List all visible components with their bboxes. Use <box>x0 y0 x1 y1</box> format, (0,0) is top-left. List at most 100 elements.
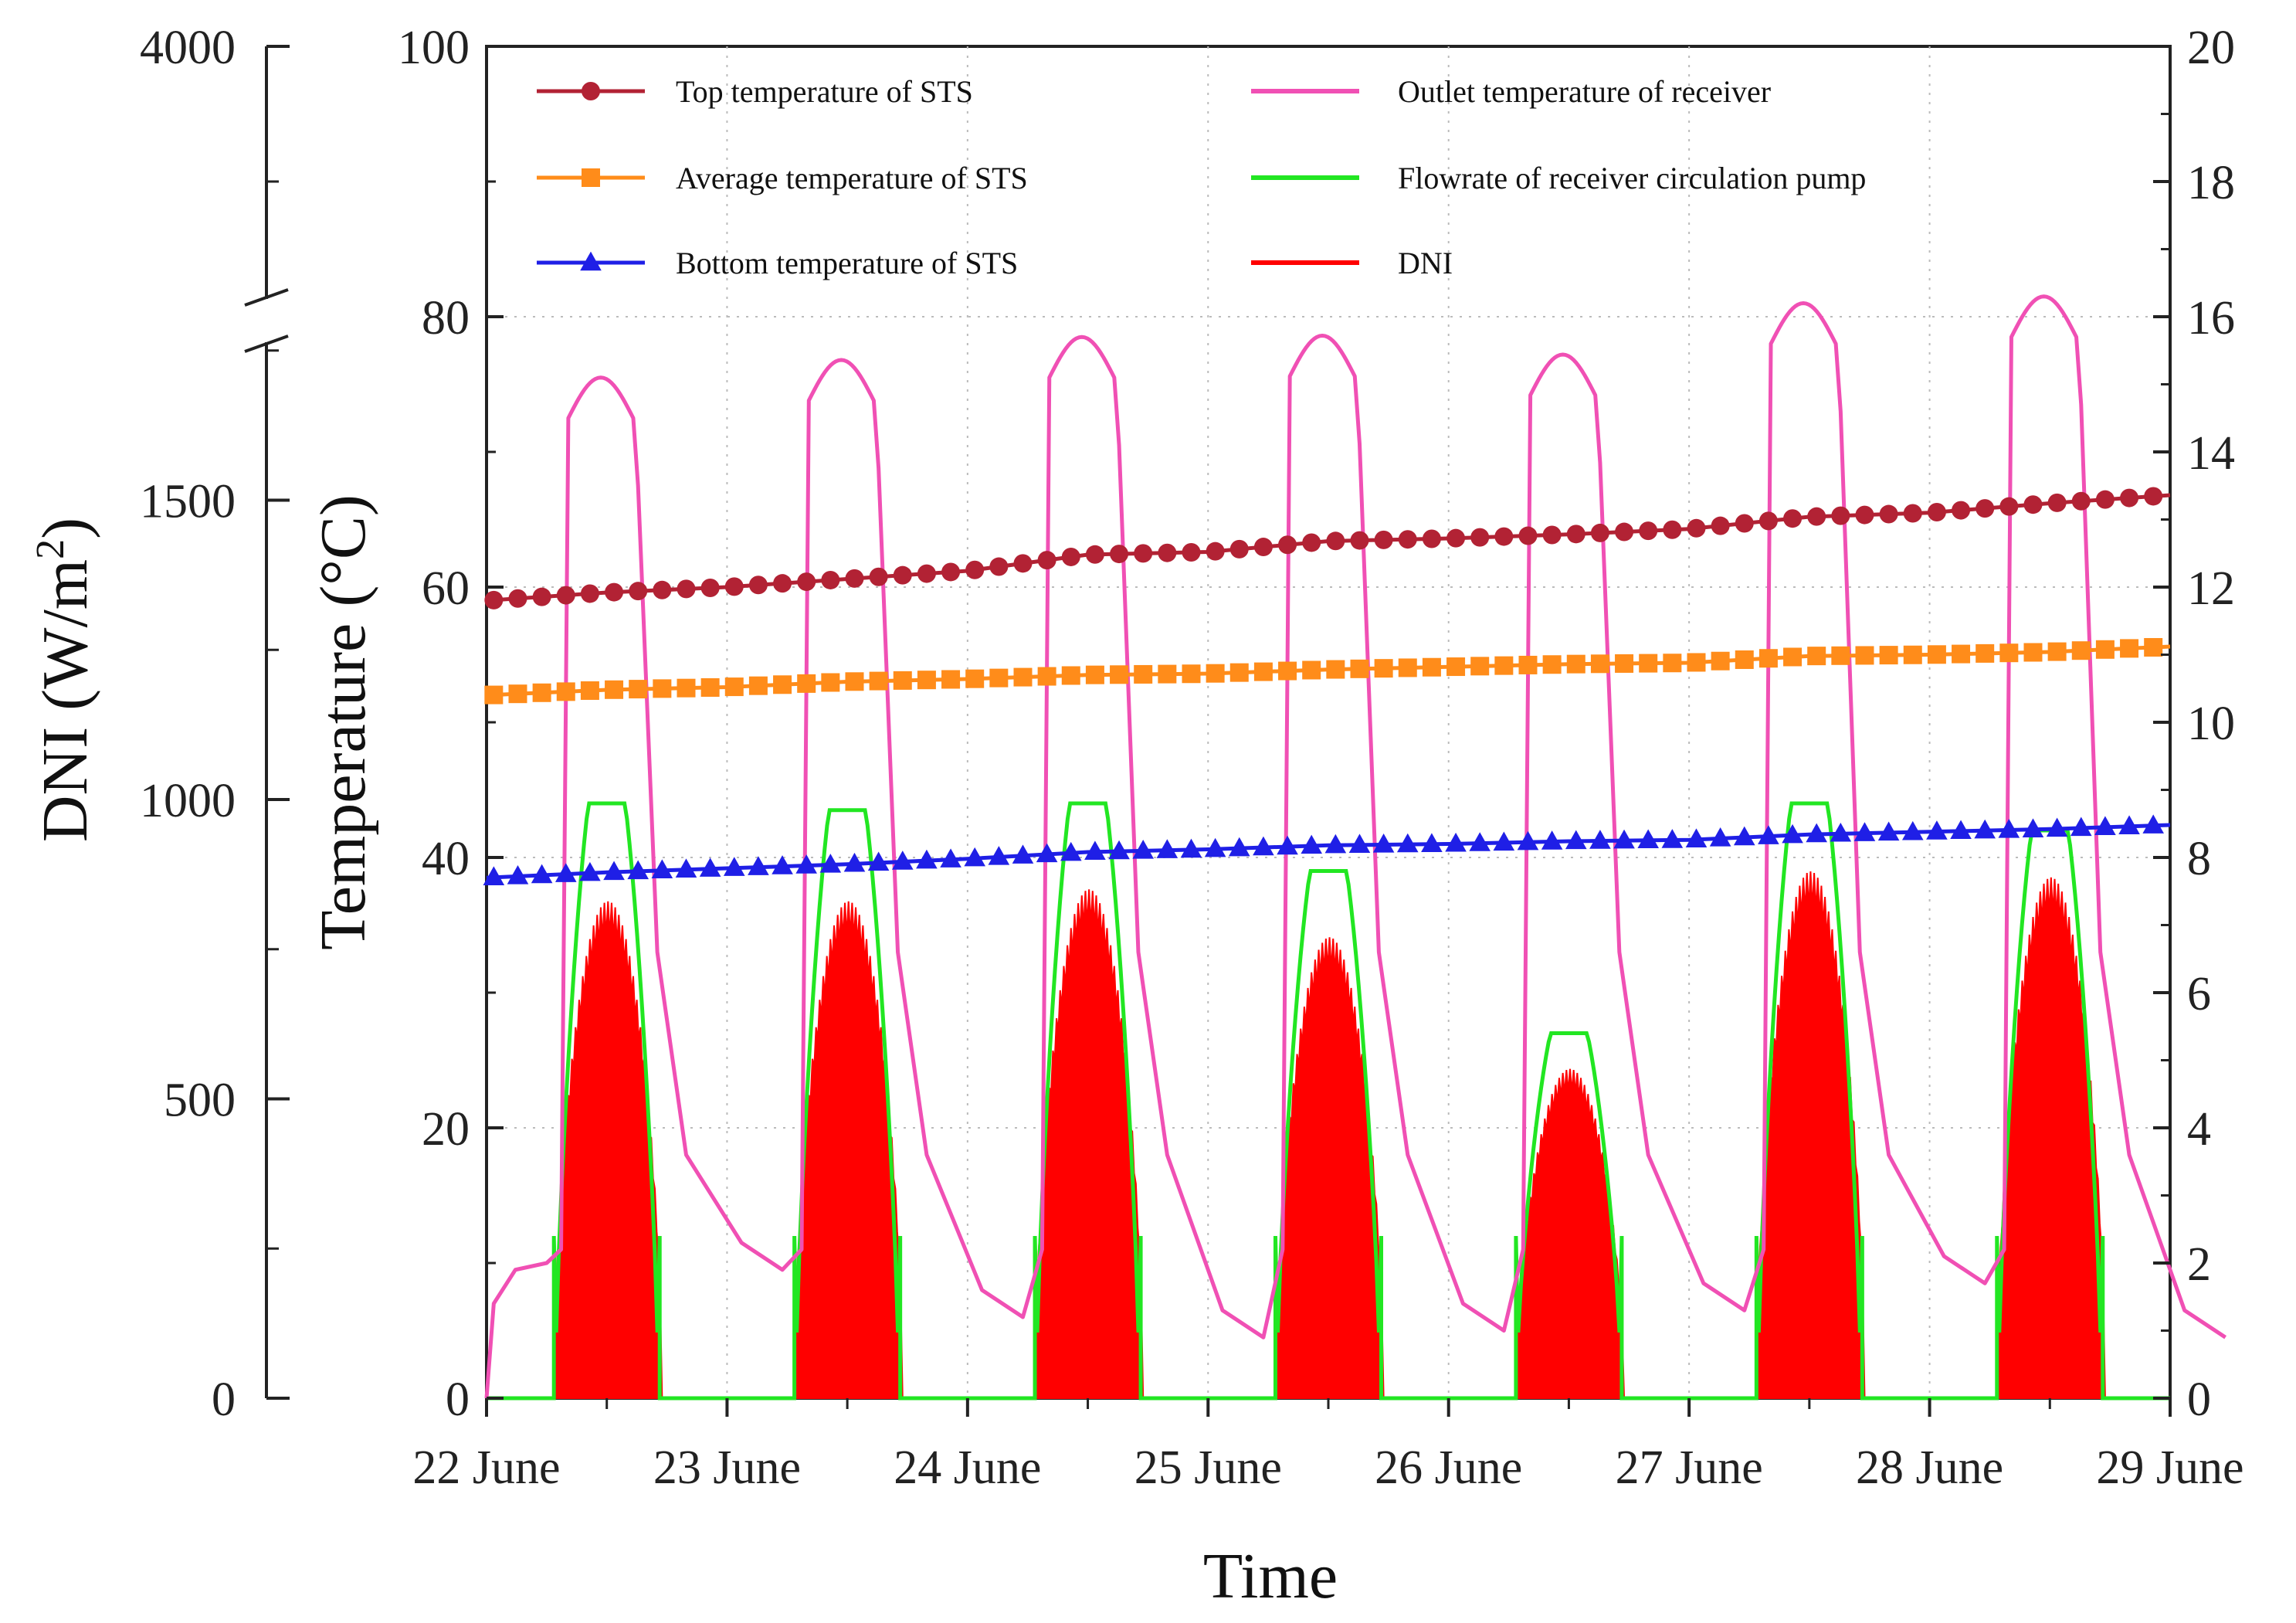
legend-label: Top temperature of STS <box>676 74 973 109</box>
marker-square <box>1278 661 1297 681</box>
axis-break-mark <box>244 334 289 353</box>
marker-circle <box>2144 487 2163 506</box>
x-tick-label: 24 June <box>894 1441 1041 1494</box>
marker-square <box>1855 646 1874 665</box>
outlet-temperature-series <box>484 294 2227 1399</box>
marker-square <box>1398 658 1417 677</box>
marker-square <box>1927 645 1946 664</box>
dni-tick-label: 1000 <box>140 775 236 827</box>
marker-circle <box>653 580 672 599</box>
marker-circle <box>677 579 696 599</box>
marker-square <box>797 674 816 693</box>
marker-circle <box>1663 520 1682 539</box>
marker-circle <box>1085 545 1104 564</box>
marker-triangle <box>1348 834 1371 853</box>
marker-triangle <box>1180 838 1202 858</box>
dni-tick-label: 4000 <box>140 22 236 74</box>
dni-day-area <box>1274 937 1385 1399</box>
x-tick-label: 26 June <box>1375 1441 1522 1494</box>
x-tick-label: 28 June <box>1856 1441 2003 1494</box>
marker-square <box>1134 664 1153 684</box>
dni-axis-title-main: DNI (W/m <box>29 559 101 842</box>
marker-triangle <box>1950 820 1972 840</box>
outlet-temperature-line <box>484 294 2227 1399</box>
marker-triangle <box>1396 833 1419 853</box>
marker-square <box>1952 644 1971 664</box>
marker-triangle <box>579 861 601 881</box>
marker-circle <box>917 564 936 583</box>
marker-circle <box>1398 530 1417 549</box>
marker-square <box>1494 656 1514 675</box>
marker-circle <box>1470 528 1490 547</box>
marker-square <box>1229 663 1249 682</box>
marker-circle <box>1807 507 1826 526</box>
flowrate-tick-label: 2 <box>2187 1238 2211 1291</box>
marker-circle <box>2095 490 2115 509</box>
marker-triangle <box>772 855 793 874</box>
marker-square <box>1158 664 1177 684</box>
legend-label: Average temperature of STS <box>676 161 1028 195</box>
marker-circle <box>556 586 575 605</box>
marker-square <box>2047 642 2067 661</box>
marker-square <box>1182 664 1201 684</box>
marker-triangle <box>2022 818 2044 837</box>
dni-series <box>553 871 2106 1399</box>
marker-triangle <box>1901 820 1924 840</box>
marker-circle <box>1903 504 1922 523</box>
marker-triangle <box>1012 844 1034 864</box>
dni-day-area <box>1996 877 2106 1399</box>
marker-circle <box>869 567 888 586</box>
marker-triangle <box>531 864 553 884</box>
axes <box>244 46 289 1398</box>
marker-square <box>845 672 864 691</box>
marker-square <box>580 681 599 700</box>
marker-square <box>917 671 936 690</box>
dni-day-area <box>1755 871 1866 1399</box>
x-axis-title: Time <box>1203 1540 1338 1612</box>
axis-break-mark <box>244 288 289 307</box>
dni-day-area <box>793 901 904 1399</box>
marker-square <box>1422 657 1441 677</box>
marker-circle <box>797 572 816 592</box>
marker-triangle <box>2142 814 2164 834</box>
marker-square <box>1037 667 1056 686</box>
marker-square <box>1013 667 1033 687</box>
marker-square <box>1687 653 1706 672</box>
marker-circle <box>1134 544 1153 563</box>
marker-circle <box>1735 514 1754 533</box>
x-tick-label: 25 June <box>1134 1441 1282 1494</box>
marker-triangle <box>483 866 505 886</box>
flowrate-tick-label: 6 <box>2187 968 2211 1020</box>
marker-square <box>629 680 648 699</box>
marker-circle <box>1976 499 1995 518</box>
flowrate-tick-label: 14 <box>2187 427 2235 480</box>
marker-circle <box>700 578 720 597</box>
temperature-tick-label: 60 <box>422 562 470 615</box>
marker-circle <box>1711 516 1730 535</box>
marker-triangle <box>964 847 985 867</box>
dni-tick-label: 0 <box>212 1373 236 1426</box>
marker-square <box>1758 649 1778 668</box>
dni-axis-title-sup: 2 <box>29 539 73 559</box>
flowrate-tick-label: 10 <box>2187 698 2235 750</box>
marker-square <box>965 669 985 688</box>
marker-square <box>556 682 575 701</box>
marker-square <box>2144 637 2163 657</box>
marker-square <box>653 679 672 698</box>
marker-triangle <box>748 856 769 875</box>
marker-square <box>869 671 888 691</box>
marker-triangle <box>1253 836 1274 856</box>
x-tick-label: 23 June <box>653 1441 801 1494</box>
marker-triangle <box>1469 832 1491 851</box>
marker-circle <box>2023 495 2043 514</box>
dni-tick-label: 500 <box>164 1075 236 1127</box>
marker-circle <box>1013 554 1033 573</box>
marker-circle <box>2120 488 2139 508</box>
marker-square <box>605 680 624 699</box>
marker-triangle <box>651 859 673 879</box>
marker-triangle <box>1782 823 1803 844</box>
marker-square <box>1663 654 1682 673</box>
marker-square <box>893 671 912 690</box>
marker-square <box>1903 645 1922 664</box>
marker-circle <box>508 589 527 608</box>
